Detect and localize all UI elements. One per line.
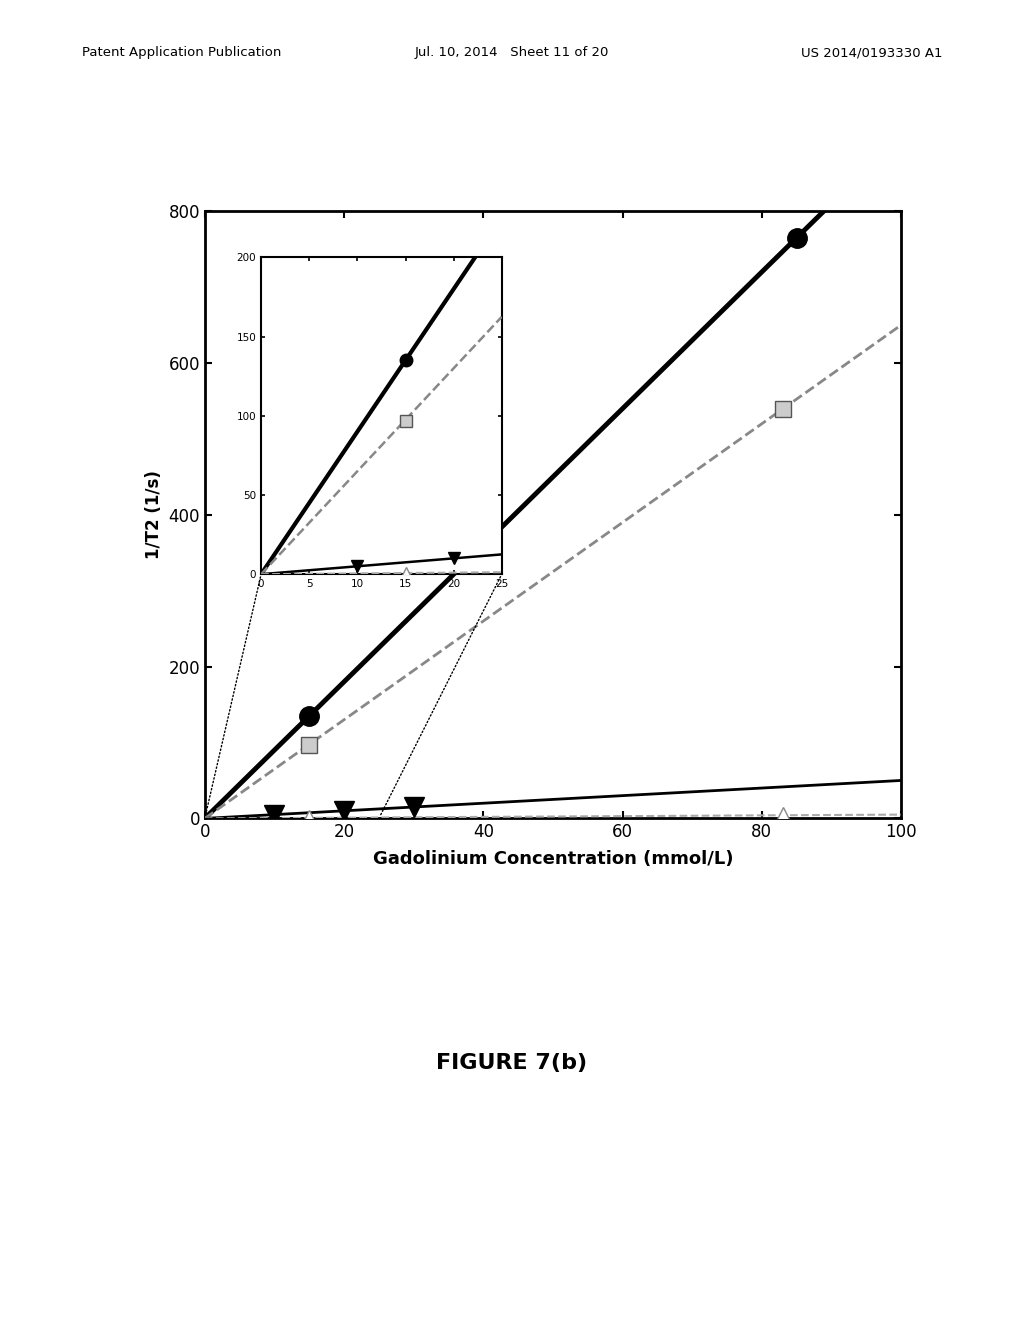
Text: FIGURE 7(b): FIGURE 7(b) bbox=[436, 1052, 588, 1073]
Text: Jul. 10, 2014   Sheet 11 of 20: Jul. 10, 2014 Sheet 11 of 20 bbox=[415, 46, 609, 59]
Y-axis label: 1/T2 (1/s): 1/T2 (1/s) bbox=[144, 470, 163, 560]
Text: Patent Application Publication: Patent Application Publication bbox=[82, 46, 282, 59]
Text: US 2014/0193330 A1: US 2014/0193330 A1 bbox=[801, 46, 942, 59]
X-axis label: Gadolinium Concentration (mmol/L): Gadolinium Concentration (mmol/L) bbox=[373, 850, 733, 867]
